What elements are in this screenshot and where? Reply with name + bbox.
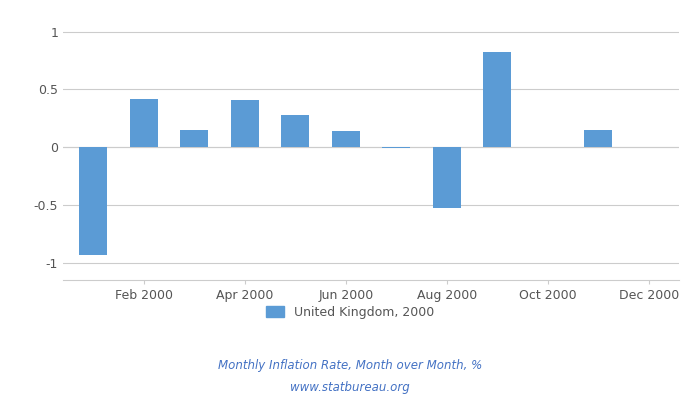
Bar xyxy=(584,130,612,147)
Bar xyxy=(433,147,461,208)
Bar xyxy=(130,98,158,147)
Bar xyxy=(483,52,511,147)
Text: Monthly Inflation Rate, Month over Month, %: Monthly Inflation Rate, Month over Month… xyxy=(218,360,482,372)
Legend: United Kingdom, 2000: United Kingdom, 2000 xyxy=(260,301,440,324)
Bar xyxy=(181,130,208,147)
Bar xyxy=(231,100,259,147)
Bar xyxy=(281,115,309,147)
Bar xyxy=(79,147,107,254)
Text: www.statbureau.org: www.statbureau.org xyxy=(290,382,410,394)
Bar xyxy=(332,131,360,147)
Bar xyxy=(382,147,410,148)
